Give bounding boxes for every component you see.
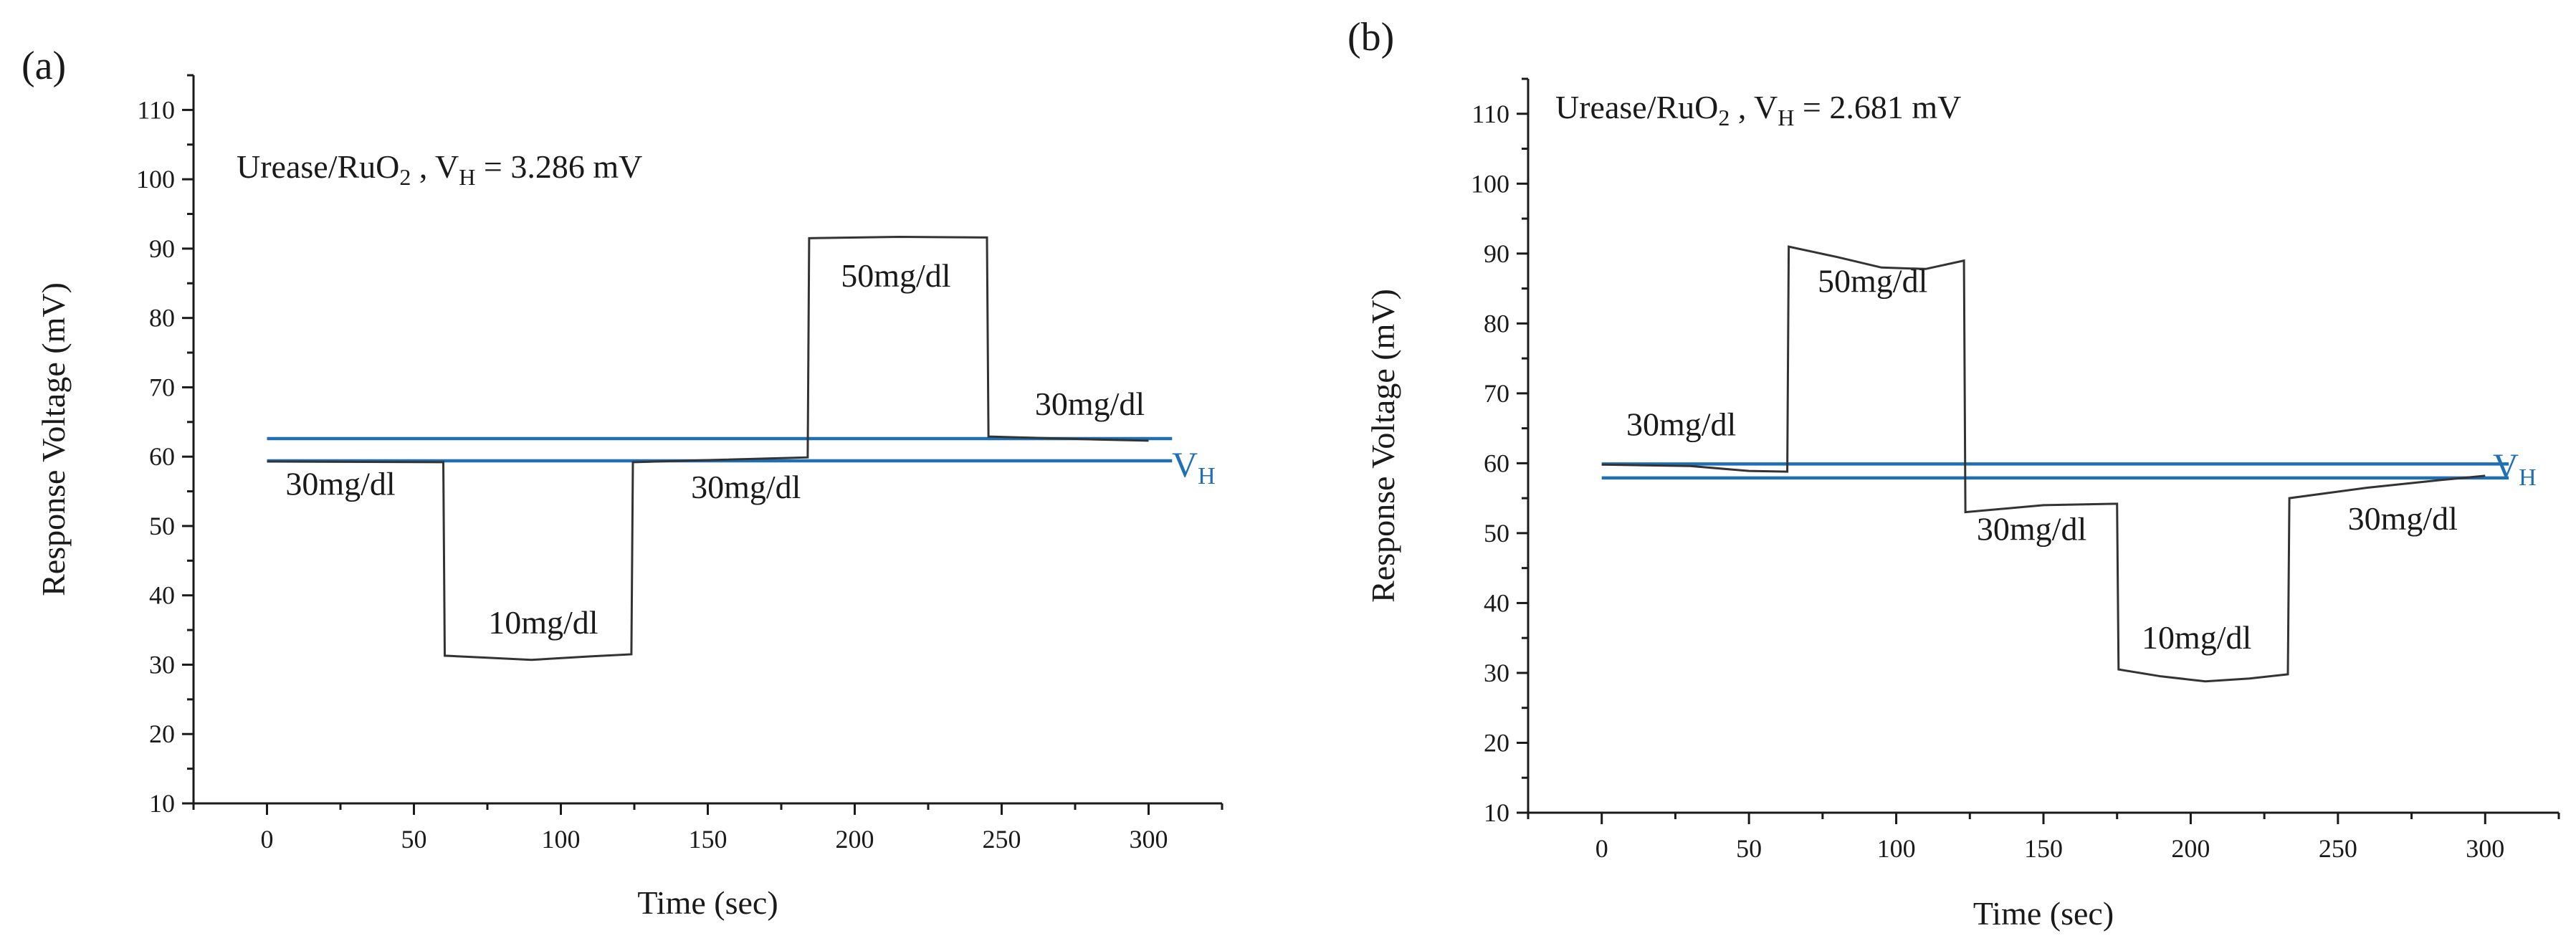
y-tick-label: 10 (149, 789, 175, 818)
x-tick-label: 250 (983, 825, 1021, 854)
y-tick-label: 110 (1471, 100, 1509, 128)
x-tick-label: 0 (1595, 834, 1608, 863)
y-tick-label: 70 (149, 373, 175, 401)
concentration-annotation: 50mg/dl (1818, 262, 1927, 299)
concentration-annotation: 30mg/dl (285, 465, 395, 502)
chart-panel-b: (b) 10 20 30 40 50 60 70 80 90 100 110 0 50 100 150 200 2… (1347, 15, 2560, 932)
chart-title: Urease/RuO2 , VH = 2.681 mV (1555, 89, 1961, 130)
y-tick-label: 20 (1484, 728, 1509, 757)
y-axis-title: Response Voltage (mV) (35, 282, 72, 596)
vh-label: VH (2493, 446, 2537, 491)
y-tick-label: 110 (137, 95, 175, 124)
panel-label: (a) (22, 44, 66, 88)
y-tick-label: 100 (1471, 169, 1509, 198)
y-tick-label: 80 (1484, 309, 1509, 338)
x-tick-label: 300 (2466, 834, 2504, 863)
x-tick-label: 150 (689, 825, 728, 854)
chart-title: Urease/RuO2 , VH = 3.286 mV (237, 148, 642, 190)
concentration-annotation: 30mg/dl (1626, 406, 1736, 442)
x-tick-label: 300 (1130, 825, 1168, 854)
y-tick-label: 80 (149, 304, 175, 333)
y-tick-label: 50 (1484, 519, 1509, 548)
y-tick-label: 30 (149, 650, 175, 679)
x-tick-label: 100 (542, 825, 581, 854)
y-tick-label: 90 (149, 234, 175, 263)
x-tick-label: 200 (2171, 834, 2210, 863)
concentration-annotation: 30mg/dl (691, 469, 801, 505)
y-tick-label: 60 (149, 442, 175, 471)
concentration-annotation: 30mg/dl (1977, 511, 2086, 548)
y-tick-label: 30 (1484, 659, 1509, 687)
x-tick-label: 200 (836, 825, 874, 854)
y-tick-label: 10 (1484, 798, 1509, 827)
x-tick-label: 150 (2024, 834, 2063, 863)
response-trace (267, 235, 1149, 661)
x-axis-title: Time (sec) (1973, 895, 2114, 932)
vh-label: VH (1172, 444, 1216, 489)
panel-label: (b) (1347, 15, 1394, 59)
x-tick-label: 50 (401, 825, 427, 854)
y-tick-label: 90 (1484, 239, 1509, 268)
x-axis-title: Time (sec) (637, 884, 778, 921)
y-axis-title: Response Voltage (mV) (1365, 289, 1401, 603)
x-tick-label: 0 (261, 825, 274, 854)
y-tick-label: 100 (136, 165, 175, 194)
concentration-annotation: 30mg/dl (2348, 500, 2458, 537)
y-tick-label: 40 (1484, 588, 1509, 617)
x-tick-label: 100 (1877, 834, 1916, 863)
concentration-annotation: 30mg/dl (1035, 386, 1145, 422)
y-tick-label: 40 (149, 581, 175, 610)
x-tick-label: 50 (1736, 834, 1762, 863)
response-trace (1601, 245, 2486, 683)
y-tick-label: 60 (1484, 449, 1509, 477)
concentration-annotation: 10mg/dl (488, 604, 598, 641)
chart-panel-a: (a) 10 20 30 40 50 60 70 80 90 100 110 0 50 100 150 200 2… (22, 44, 1223, 921)
x-tick-label: 250 (2319, 834, 2357, 863)
concentration-annotation: 50mg/dl (841, 257, 950, 294)
concentration-annotation: 10mg/dl (2142, 619, 2251, 656)
y-tick-label: 20 (149, 720, 175, 748)
y-tick-label: 70 (1484, 379, 1509, 408)
y-tick-label: 50 (149, 512, 175, 540)
